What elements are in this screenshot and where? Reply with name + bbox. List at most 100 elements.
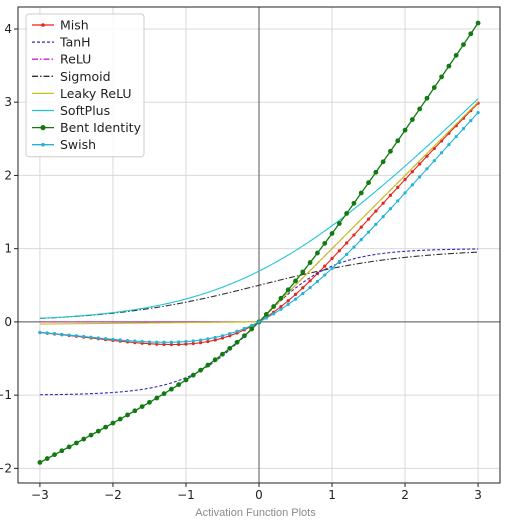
data-point-swish [308,286,312,290]
series-line-sigmoid [39,251,479,319]
x-tick-label: −1 [177,488,195,502]
data-point-bent-identity [315,250,320,256]
legend-item-relu: ReLU [32,52,91,67]
y-tick-label: −2 [0,461,12,475]
data-point-bent-identity [409,117,415,122]
legend-label-sigmoid: Sigmoid [60,69,111,84]
data-point-mish [301,286,305,290]
data-point-bent-identity [66,444,72,450]
data-point-swish [410,183,414,187]
y-tick-label: 3 [4,95,12,109]
data-point-bent-identity [424,95,430,101]
data-point-bent-identity [307,260,313,265]
data-point-swish [60,332,64,336]
data-point-swish [38,330,42,334]
legend-item-mish: Mish [32,18,89,33]
data-point-bent-identity [446,63,452,69]
data-point-bent-identity [366,180,371,186]
data-point-mish [359,225,363,229]
legend-box [25,13,145,158]
data-point-mish [293,292,298,297]
data-point-swish [388,207,393,211]
data-point-swish [323,273,327,277]
chart-caption: Activation Function Plots [195,507,316,519]
data-point-bent-identity [344,211,350,216]
data-point-swish [403,191,407,195]
data-point-bent-identity [388,148,393,154]
data-point-mish [432,146,436,151]
data-point-swish [293,297,298,301]
series-layer [37,20,481,465]
data-point-bent-identity [431,85,437,90]
data-point-mish [337,249,341,253]
data-point-bent-identity [351,200,357,206]
data-point-swish [374,222,378,227]
data-point-bent-identity [271,304,277,309]
data-point-mish [381,201,385,205]
data-point-mish [403,177,407,182]
data-point-bent-identity [285,287,291,293]
data-point-mish [169,342,173,347]
data-point-bent-identity [59,448,65,454]
data-point-swish [125,338,130,343]
x-tick-label: −3 [31,488,49,502]
data-point-bent-identity [212,357,218,363]
data-point-swish [191,339,195,343]
x-tick-label: −2 [104,488,122,502]
data-point-mish [308,279,312,283]
data-point-swish [272,312,276,316]
data-point-swish [250,323,254,327]
data-point-bent-identity [439,74,444,80]
data-point-bent-identity [475,20,481,26]
data-point-swish [352,245,356,249]
data-point-swish [345,252,349,256]
data-point-swish [228,332,232,336]
data-point-bent-identity [395,138,401,144]
legend-item-swish: Swish [32,137,96,152]
y-tick-label: 1 [4,242,12,256]
data-point-mish [396,185,400,189]
x-tick-label: 2 [401,488,409,502]
data-point-mish [206,339,210,344]
data-point-swish [469,119,473,123]
legend-item-sigmoid: Sigmoid [32,69,111,84]
data-point-swish [74,334,79,338]
data-point-bent-identity [402,127,408,133]
data-point-bent-identity [110,420,116,426]
x-tick-label: 3 [474,488,482,502]
data-point-bent-identity [300,269,306,275]
series-softplus [39,98,479,319]
data-point-swish [330,266,334,270]
data-point-bent-identity [220,351,225,357]
data-point-bent-identity [52,452,57,458]
data-point-swish [96,336,100,340]
data-point-swish [396,199,400,203]
legend-label-tanh: TanH [59,35,91,50]
data-point-swish [461,127,466,131]
data-point-bent-identity [198,367,203,373]
legend-label-mish: Mish [60,18,89,33]
data-point-swish [206,337,210,341]
data-point-swish [418,175,422,179]
data-point-bent-identity [37,460,43,465]
data-point-swish [198,338,203,342]
data-point-bent-identity [453,52,459,58]
legend-marker-bent-identity [40,125,46,131]
data-point-bent-identity [241,333,247,339]
data-point-mish [213,338,217,342]
data-point-swish [220,334,225,338]
data-point-bent-identity [154,395,160,401]
data-point-bent-identity [249,326,255,332]
data-point-mish [410,170,414,174]
data-point-swish [242,326,246,331]
data-point-swish [447,143,451,147]
series-sigmoid [39,251,479,319]
data-point-bent-identity [125,412,130,418]
data-point-bent-identity [234,339,240,345]
data-point-bent-identity [373,169,379,175]
data-point-swish [45,331,49,335]
data-point-swish [82,334,86,339]
y-tick-label: 2 [4,168,12,182]
data-point-swish [315,279,320,284]
